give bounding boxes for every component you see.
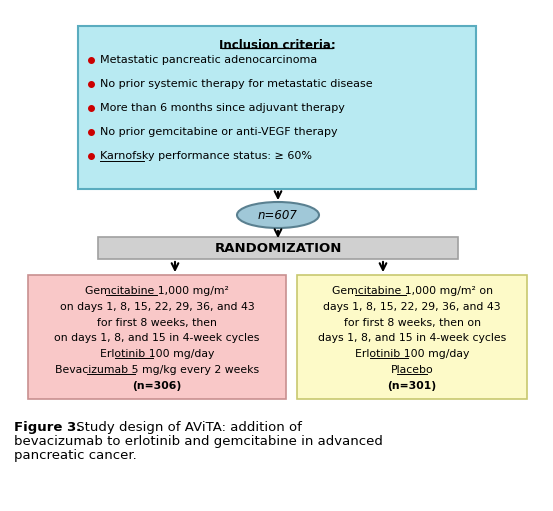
FancyBboxPatch shape [28, 275, 286, 399]
Text: for first 8 weeks, then: for first 8 weeks, then [97, 318, 217, 328]
Text: pancreatic cancer.: pancreatic cancer. [14, 449, 137, 462]
Text: bevacizumab to erlotinib and gemcitabine in advanced: bevacizumab to erlotinib and gemcitabine… [14, 435, 383, 448]
Text: n=607: n=607 [258, 208, 298, 221]
Text: Karnofsky performance status: ≥ 60%: Karnofsky performance status: ≥ 60% [100, 151, 312, 161]
Text: Figure 3.: Figure 3. [14, 421, 81, 434]
Text: RANDOMIZATION: RANDOMIZATION [215, 242, 342, 254]
Text: (n=306): (n=306) [132, 381, 181, 391]
Text: Gemcitabine 1,000 mg/m²: Gemcitabine 1,000 mg/m² [85, 286, 229, 296]
Text: Erlotinib 100 mg/day: Erlotinib 100 mg/day [100, 349, 214, 359]
Ellipse shape [237, 202, 319, 228]
Text: for first 8 weeks, then on: for first 8 weeks, then on [343, 318, 481, 328]
Text: days 1, 8, 15, 22, 29, 36, and 43: days 1, 8, 15, 22, 29, 36, and 43 [323, 302, 501, 312]
Text: Placebo: Placebo [390, 365, 434, 375]
Text: Inclusion criteria:: Inclusion criteria: [218, 39, 335, 52]
Text: Gemcitabine 1,000 mg/m² on: Gemcitabine 1,000 mg/m² on [331, 286, 493, 296]
Text: days 1, 8, and 15 in 4-week cycles: days 1, 8, and 15 in 4-week cycles [318, 333, 506, 343]
Text: Bevacizumab 5 mg/kg every 2 weeks: Bevacizumab 5 mg/kg every 2 weeks [55, 365, 259, 375]
Text: More than 6 months since adjuvant therapy: More than 6 months since adjuvant therap… [100, 103, 345, 113]
FancyBboxPatch shape [78, 26, 476, 189]
FancyBboxPatch shape [98, 237, 458, 259]
Text: Erlotinib 100 mg/day: Erlotinib 100 mg/day [355, 349, 469, 359]
FancyBboxPatch shape [297, 275, 527, 399]
Text: (n=301): (n=301) [388, 381, 436, 391]
Text: on days 1, 8, and 15 in 4-week cycles: on days 1, 8, and 15 in 4-week cycles [54, 333, 260, 343]
Text: on days 1, 8, 15, 22, 29, 36, and 43: on days 1, 8, 15, 22, 29, 36, and 43 [60, 302, 254, 312]
Text: Metastatic pancreatic adenocarcinoma: Metastatic pancreatic adenocarcinoma [100, 55, 317, 65]
Text: No prior gemcitabine or anti-VEGF therapy: No prior gemcitabine or anti-VEGF therap… [100, 127, 338, 137]
Text: No prior systemic therapy for metastatic disease: No prior systemic therapy for metastatic… [100, 79, 373, 89]
Text: Study design of AViTA: addition of: Study design of AViTA: addition of [72, 421, 302, 434]
